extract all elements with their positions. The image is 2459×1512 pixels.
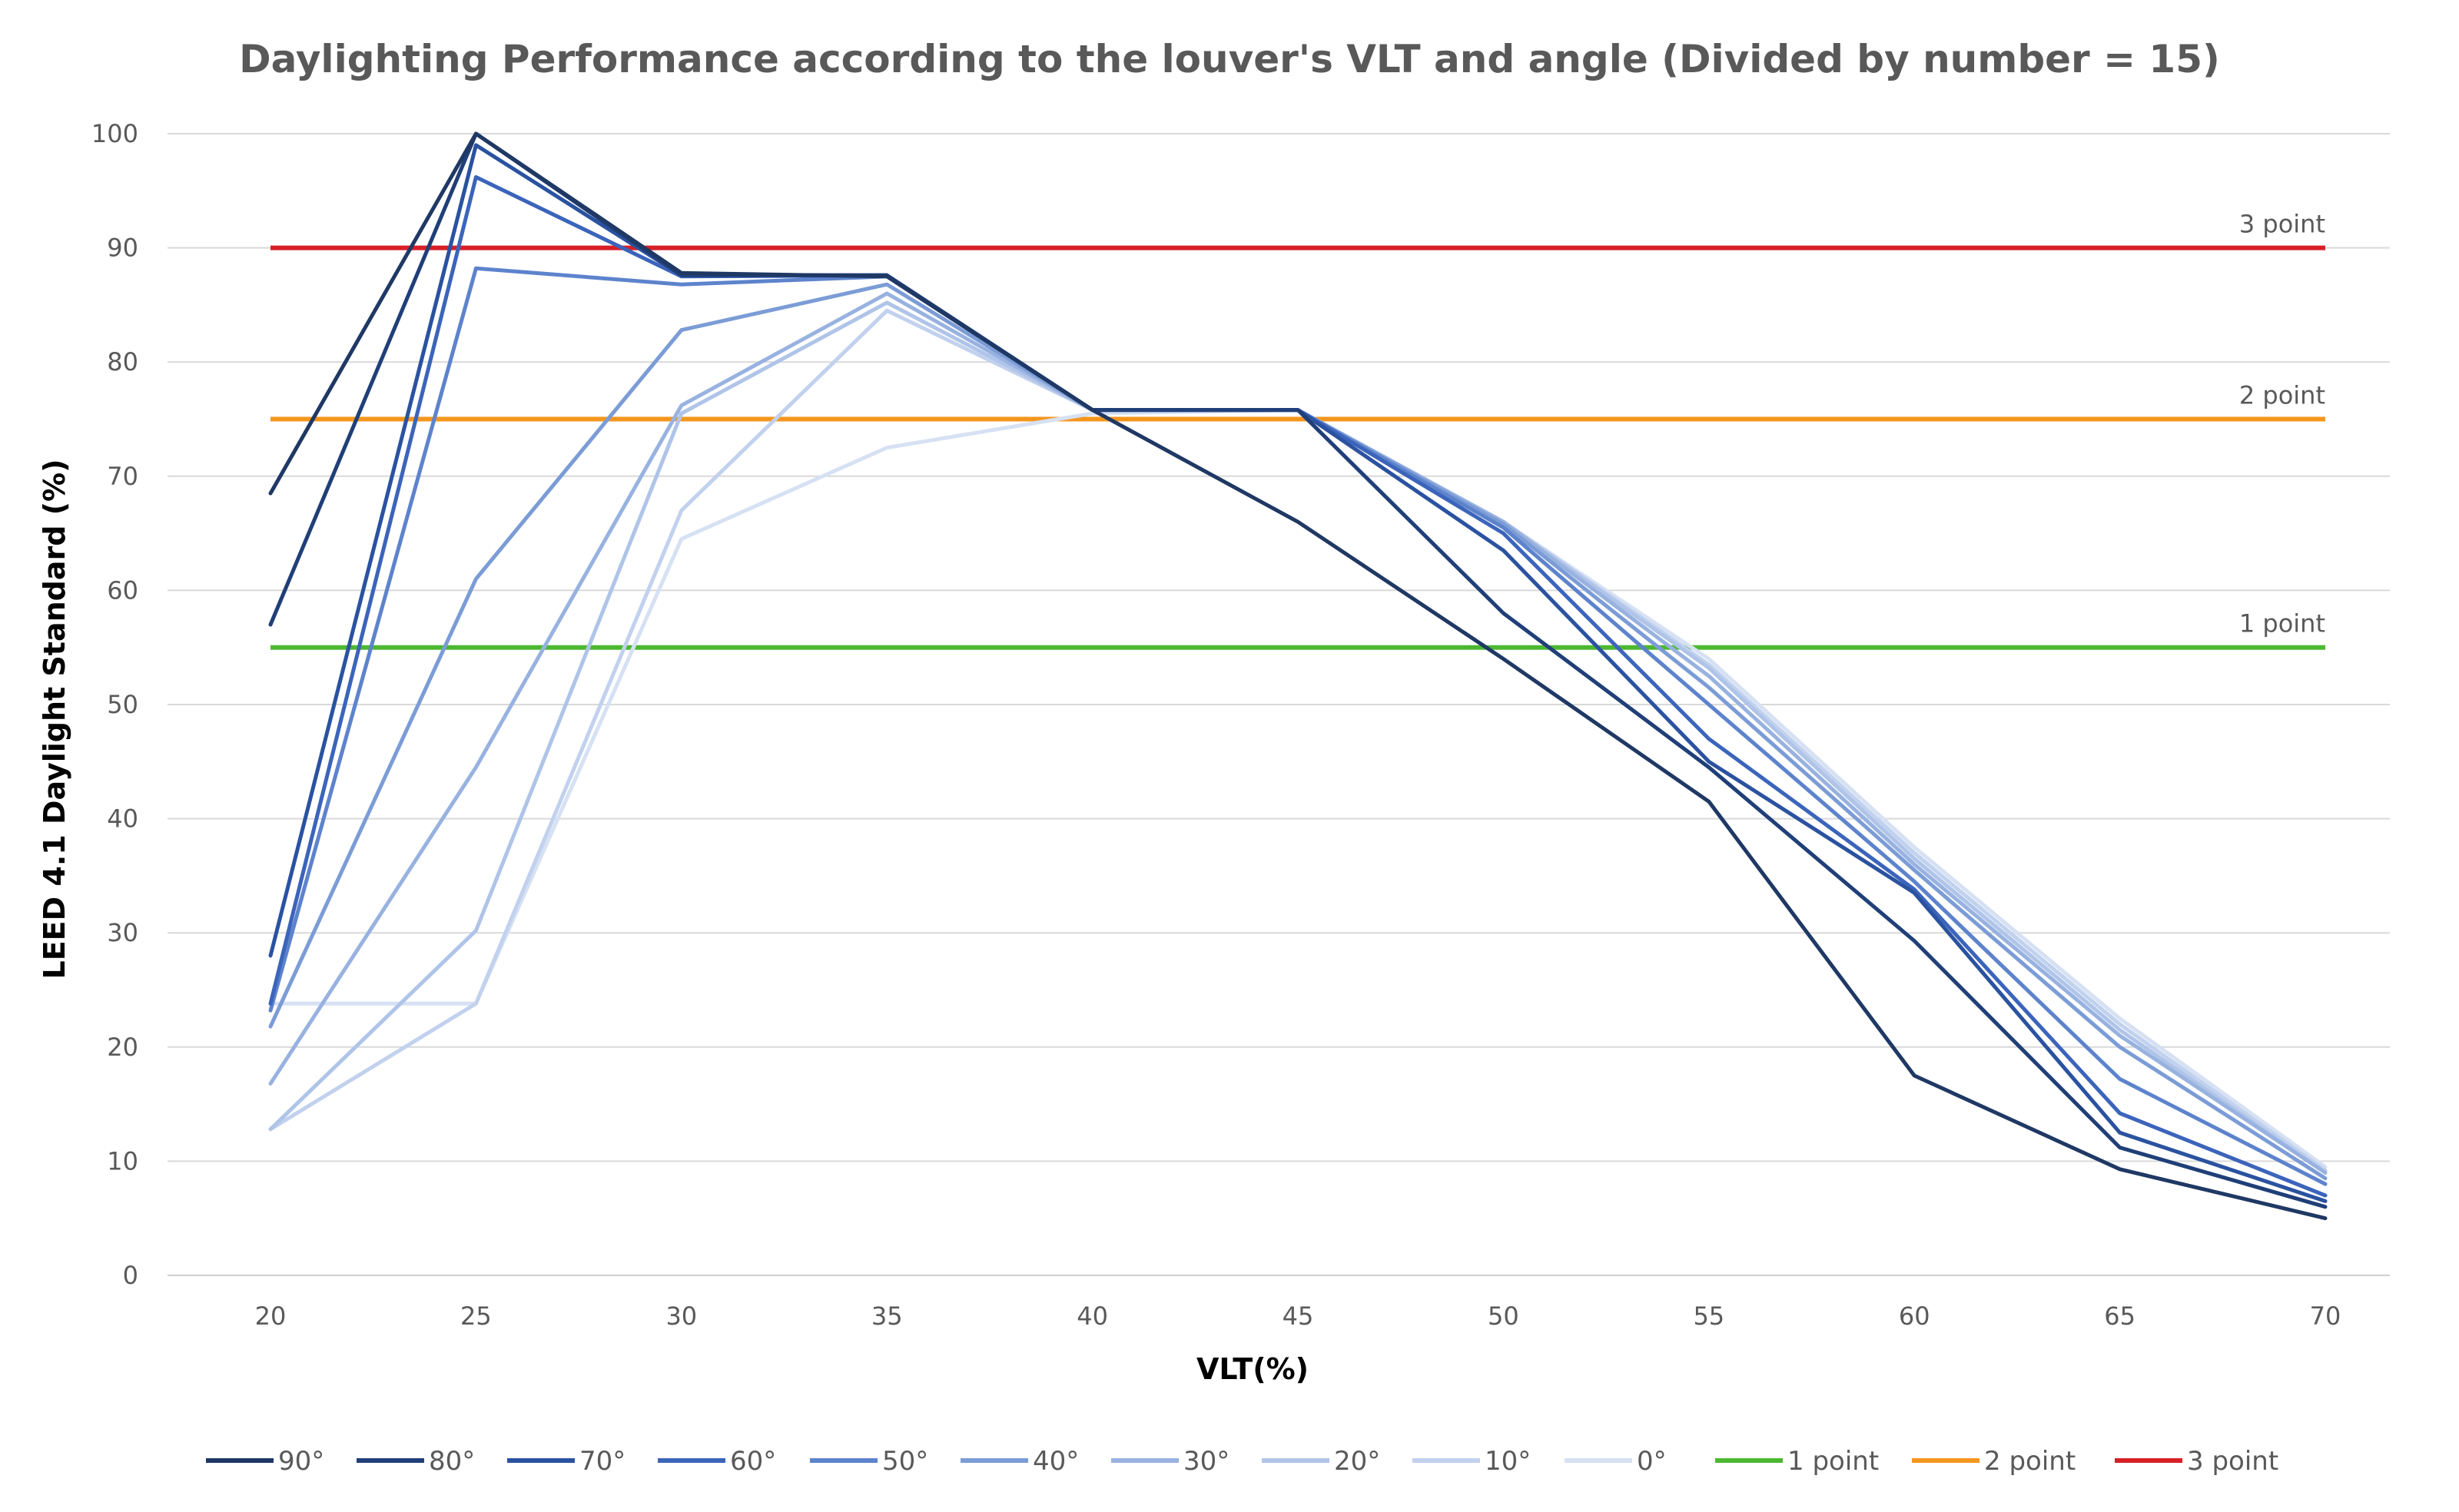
x-tick-label: 20 xyxy=(255,1301,287,1331)
grid xyxy=(168,133,2390,1276)
x-tick-label: 30 xyxy=(665,1301,697,1331)
reference-lines: 1 point 2 point 3 point xyxy=(270,210,2325,650)
legend-label: 40° xyxy=(1033,1446,1079,1477)
legend: 90° 80° 70° 60° 50° 40° 30° 20° 10° 0° 1 point 2 po… xyxy=(206,1446,2278,1477)
legend-label: 20° xyxy=(1334,1446,1380,1477)
y-tick-label: 40 xyxy=(107,804,138,834)
x-tick-label: 50 xyxy=(1488,1301,1519,1331)
y-axis-ticks: 0 10 20 30 40 50 60 70 80 90 100 xyxy=(91,119,138,1290)
reference-line-label: 2 point xyxy=(2239,381,2325,410)
legend-label: 30° xyxy=(1183,1446,1230,1477)
y-tick-label: 30 xyxy=(107,918,138,947)
x-tick-label: 40 xyxy=(1077,1301,1108,1331)
y-tick-label: 50 xyxy=(107,690,138,719)
x-axis-ticks: 20 25 30 35 40 45 50 55 60 65 70 xyxy=(255,1301,2341,1331)
legend-label: 2 point xyxy=(1984,1446,2076,1477)
y-tick-label: 70 xyxy=(107,462,138,491)
series-lines xyxy=(268,131,2328,1221)
y-axis-title: LEED 4.1 Daylight Standard (%) xyxy=(38,459,71,980)
legend-label: 60° xyxy=(730,1446,776,1477)
y-tick-label: 20 xyxy=(107,1033,138,1062)
x-tick-label: 45 xyxy=(1283,1301,1314,1331)
y-tick-label: 90 xyxy=(107,234,138,263)
legend-label: 70° xyxy=(579,1446,626,1477)
series-line xyxy=(268,131,2328,1221)
y-tick-label: 60 xyxy=(107,575,138,605)
legend-label: 50° xyxy=(882,1446,928,1477)
chart-title: Daylighting Performance according to the… xyxy=(239,37,2220,81)
x-axis-title: VLT(%) xyxy=(1196,1352,1309,1386)
x-tick-label: 65 xyxy=(2104,1301,2135,1331)
legend-label: 1 point xyxy=(1787,1446,1879,1477)
x-tick-label: 60 xyxy=(1899,1301,1930,1331)
legend-label: 10° xyxy=(1485,1446,1531,1477)
legend-label: 90° xyxy=(278,1446,324,1477)
y-tick-label: 0 xyxy=(123,1261,138,1290)
legend-label: 80° xyxy=(429,1446,475,1477)
series-line xyxy=(268,291,2328,1175)
y-tick-label: 80 xyxy=(107,347,138,376)
legend-label: 0° xyxy=(1637,1446,1667,1477)
series-line xyxy=(268,308,2328,1172)
reference-line-label: 1 point xyxy=(2239,609,2325,638)
y-tick-label: 10 xyxy=(107,1146,138,1175)
x-tick-label: 55 xyxy=(1693,1301,1724,1331)
legend-label: 3 point xyxy=(2187,1446,2278,1477)
x-tick-label: 70 xyxy=(2310,1301,2341,1331)
x-tick-label: 35 xyxy=(871,1301,903,1331)
reference-line-label: 3 point xyxy=(2239,210,2325,239)
x-tick-label: 25 xyxy=(460,1301,492,1331)
y-tick-label: 100 xyxy=(91,119,138,148)
